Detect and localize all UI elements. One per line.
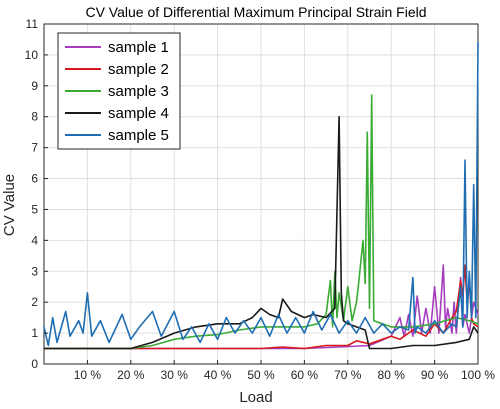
series-lines <box>43 42 479 350</box>
legend-label: sample 3 <box>108 83 169 100</box>
x-tick-label: 10 % <box>74 368 102 382</box>
y-tick-label: 9 <box>31 79 38 93</box>
y-tick-label: 3 <box>31 264 38 278</box>
legend-label: sample 1 <box>108 39 169 56</box>
y-tick-label: 10 <box>25 48 39 62</box>
x-tick-label: 60 % <box>291 368 319 382</box>
y-tick-label: 2 <box>31 295 38 309</box>
y-tick-label: 7 <box>31 141 38 155</box>
y-tick-label: 6 <box>31 172 38 186</box>
x-tick-label: 70 % <box>334 368 362 382</box>
y-tick-label: 4 <box>31 233 38 247</box>
x-tick-label: 100 % <box>461 368 495 382</box>
legend-label: sample 4 <box>108 105 169 122</box>
x-tick-label: 80 % <box>378 368 406 382</box>
y-tick-label: 8 <box>31 110 38 124</box>
y-tick-label: 11 <box>26 17 39 31</box>
y-tick-label: 5 <box>31 202 38 216</box>
legend: sample 1 sample 2 sample 3 sample 4 sample 5 <box>57 32 181 150</box>
x-tick-label: 90 % <box>421 368 449 382</box>
legend-label: sample 2 <box>108 61 169 78</box>
chart-title: CV Value of Differential Maximum Princip… <box>85 4 426 20</box>
x-tick-label: 30 % <box>161 368 189 382</box>
x-tick-label: 40 % <box>204 368 232 382</box>
tick-labels: 10 % 20 % 30 % 40 % 50 % 60 % 70 % 80 % 90 % 100 … <box>25 17 496 382</box>
x-axis-title: Load <box>239 389 272 406</box>
legend-label: sample 5 <box>108 127 169 144</box>
y-tick-label: 1 <box>31 326 38 340</box>
series-line-sample-5 <box>43 42 479 347</box>
x-tick-label: 20 % <box>117 368 145 382</box>
series-line-sample-2 <box>44 264 479 350</box>
y-axis-title: CV Value <box>1 174 18 236</box>
x-tick-label: 50 % <box>247 368 275 382</box>
series-line-sample-4 <box>44 115 479 350</box>
y-tick-label: 0 <box>31 357 38 371</box>
